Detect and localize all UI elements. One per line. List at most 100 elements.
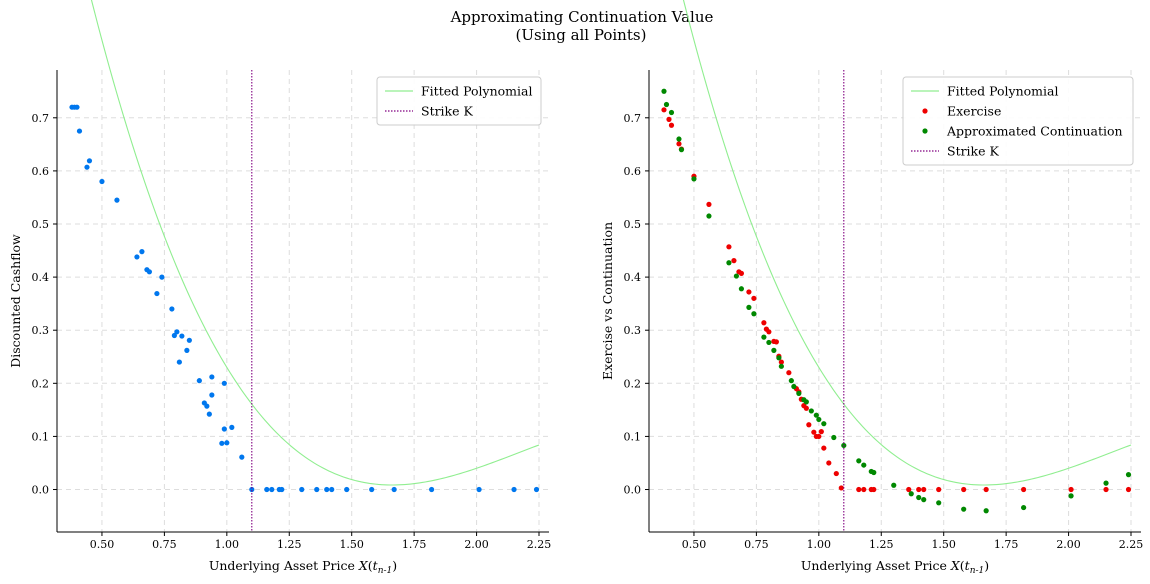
legend: Fitted Polynomial Strike K: [376, 76, 542, 126]
data-point: [813, 412, 819, 418]
data-point: [706, 213, 712, 219]
data-point: [1068, 486, 1074, 493]
data-point: [209, 374, 215, 380]
legend-label: Strike K: [421, 104, 474, 119]
data-point: [803, 399, 809, 405]
data-point: [746, 289, 752, 295]
legend-marker-swatch: [922, 128, 928, 134]
data-point: [856, 486, 862, 493]
data-point: [861, 462, 867, 468]
series-discounted-cashflow: [69, 104, 540, 493]
data-point: [249, 486, 255, 493]
data-point: [329, 486, 335, 493]
figure-title-line2: (Using all Points): [516, 26, 647, 44]
data-point: [861, 486, 867, 493]
data-point: [936, 500, 942, 506]
data-point: [204, 403, 210, 409]
data-point: [776, 355, 782, 361]
data-point: [771, 347, 777, 353]
data-point: [206, 411, 212, 417]
data-point: [738, 286, 745, 292]
y-axis-label: Exercise vs Continuation: [600, 222, 615, 380]
data-point: [159, 274, 165, 280]
data-point: [279, 486, 285, 493]
legend-item: Fitted Polynomial: [911, 84, 1058, 99]
data-point: [663, 101, 670, 108]
data-point: [833, 470, 839, 477]
data-point: [1021, 486, 1027, 493]
legend-label: Fitted Polynomial: [421, 84, 532, 99]
data-point: [154, 290, 160, 297]
data-point: [806, 422, 812, 428]
x-tick-label: 1.75: [994, 538, 1019, 551]
data-point: [84, 164, 90, 170]
data-point: [831, 434, 837, 441]
data-point: [921, 486, 927, 493]
y-tick-label: 0.7: [624, 112, 642, 125]
data-point: [726, 244, 732, 250]
y-tick-label: 0.0: [624, 484, 642, 497]
data-point: [221, 380, 227, 386]
data-point: [766, 329, 772, 335]
data-point: [264, 486, 270, 493]
y-tick-label: 0.1: [32, 430, 50, 443]
data-point: [668, 109, 675, 116]
y-tick-label: 0.6: [32, 165, 50, 178]
data-point: [821, 421, 827, 427]
y-tick-label: 0.4: [624, 271, 642, 284]
x-tick-label: 0.50: [90, 538, 115, 551]
data-point: [961, 506, 967, 512]
fitted-polynomial-line: [682, 0, 1132, 486]
data-point: [871, 486, 877, 493]
x-tick-label: 1.00: [807, 538, 832, 551]
y-tick-label: 0.7: [32, 112, 50, 125]
data-point: [1125, 472, 1132, 478]
x-tick-label: 1.50: [339, 538, 364, 551]
data-point: [369, 486, 375, 493]
data-point: [1103, 486, 1109, 493]
data-point: [184, 347, 190, 353]
data-point: [668, 122, 675, 128]
y-tick-label: 0.1: [624, 430, 642, 443]
data-point: [751, 295, 757, 301]
data-point: [179, 333, 185, 339]
legend-frame: [902, 76, 1134, 166]
data-point: [921, 497, 927, 503]
legend-label: Fitted Polynomial: [947, 84, 1058, 99]
x-axis-label: Underlying Asset Price X(tn-1): [801, 558, 989, 576]
data-point: [1125, 486, 1132, 493]
data-point: [391, 486, 397, 493]
data-point: [746, 304, 752, 310]
y-tick-label: 0.2: [32, 377, 50, 390]
data-point: [983, 486, 989, 493]
data-point: [706, 201, 712, 207]
x-axis-label: Underlying Asset Price X(tn-1): [209, 558, 397, 576]
legend-item: Exercise: [922, 104, 1001, 119]
legend-label: Strike K: [947, 144, 1000, 159]
x-tick-label: 0.75: [744, 538, 769, 551]
data-point: [76, 128, 83, 134]
data-point: [908, 491, 914, 497]
y-tick-label: 0.3: [624, 324, 642, 337]
data-point: [826, 460, 832, 466]
data-point: [186, 337, 192, 343]
x-tick-label: 1.00: [215, 538, 240, 551]
legend-marker-swatch: [922, 108, 928, 114]
data-point: [239, 454, 245, 460]
data-point: [676, 141, 682, 147]
data-point: [661, 107, 667, 113]
data-point: [209, 392, 215, 398]
series-approximated-continuation: [661, 88, 1132, 514]
data-point: [916, 494, 922, 501]
data-point: [778, 363, 784, 369]
data-point: [314, 486, 320, 493]
data-point: [916, 486, 922, 493]
data-point: [726, 260, 732, 266]
data-point: [808, 408, 814, 414]
data-point: [761, 334, 767, 340]
data-point: [429, 486, 435, 493]
legend-frame: [376, 76, 542, 126]
data-point: [796, 390, 802, 396]
data-point: [666, 116, 672, 122]
